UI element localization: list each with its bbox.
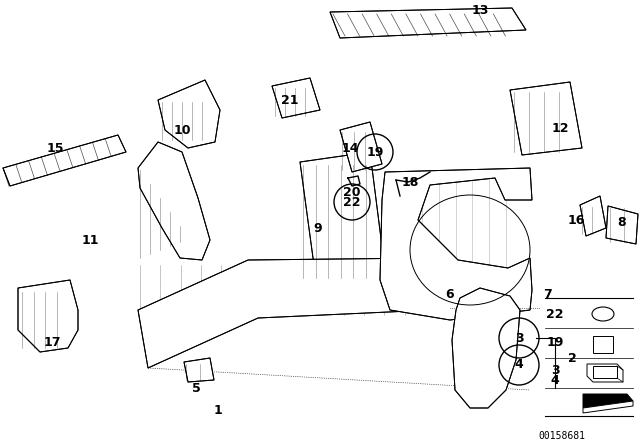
Text: 3: 3 bbox=[515, 332, 524, 345]
Polygon shape bbox=[580, 196, 606, 236]
Polygon shape bbox=[18, 280, 78, 352]
Polygon shape bbox=[3, 135, 126, 186]
Text: 19: 19 bbox=[366, 146, 384, 159]
Text: 11: 11 bbox=[81, 233, 99, 246]
Polygon shape bbox=[452, 288, 520, 408]
Text: 2: 2 bbox=[568, 352, 577, 365]
Polygon shape bbox=[510, 82, 582, 155]
Text: 21: 21 bbox=[281, 94, 299, 107]
Polygon shape bbox=[272, 78, 320, 118]
Polygon shape bbox=[138, 142, 210, 260]
Polygon shape bbox=[583, 394, 633, 408]
Text: 19: 19 bbox=[547, 336, 564, 349]
Text: 13: 13 bbox=[471, 4, 489, 17]
Text: 9: 9 bbox=[314, 221, 323, 234]
Text: 8: 8 bbox=[618, 215, 627, 228]
Polygon shape bbox=[184, 358, 214, 382]
Polygon shape bbox=[158, 80, 220, 148]
Text: 10: 10 bbox=[173, 124, 191, 137]
Polygon shape bbox=[330, 8, 526, 38]
Text: 17: 17 bbox=[44, 336, 61, 349]
Polygon shape bbox=[300, 152, 385, 280]
Polygon shape bbox=[380, 168, 532, 320]
Polygon shape bbox=[587, 364, 623, 382]
Text: 6: 6 bbox=[445, 289, 454, 302]
Text: 18: 18 bbox=[401, 176, 419, 189]
Text: 20: 20 bbox=[343, 185, 361, 198]
Text: 1: 1 bbox=[214, 404, 222, 417]
Polygon shape bbox=[583, 401, 633, 413]
Text: 15: 15 bbox=[46, 142, 64, 155]
Polygon shape bbox=[340, 122, 382, 172]
Text: 12: 12 bbox=[551, 121, 569, 134]
Text: 00158681: 00158681 bbox=[538, 431, 586, 441]
Polygon shape bbox=[138, 258, 432, 368]
Text: 4: 4 bbox=[550, 374, 559, 387]
Text: 22: 22 bbox=[547, 307, 564, 320]
Text: 3: 3 bbox=[550, 363, 559, 376]
Text: 7: 7 bbox=[543, 289, 552, 302]
Text: 14: 14 bbox=[341, 142, 359, 155]
Polygon shape bbox=[606, 206, 638, 244]
Text: 5: 5 bbox=[191, 382, 200, 395]
Text: 16: 16 bbox=[567, 214, 585, 227]
Text: 4: 4 bbox=[515, 358, 524, 371]
Text: 22: 22 bbox=[343, 195, 361, 208]
